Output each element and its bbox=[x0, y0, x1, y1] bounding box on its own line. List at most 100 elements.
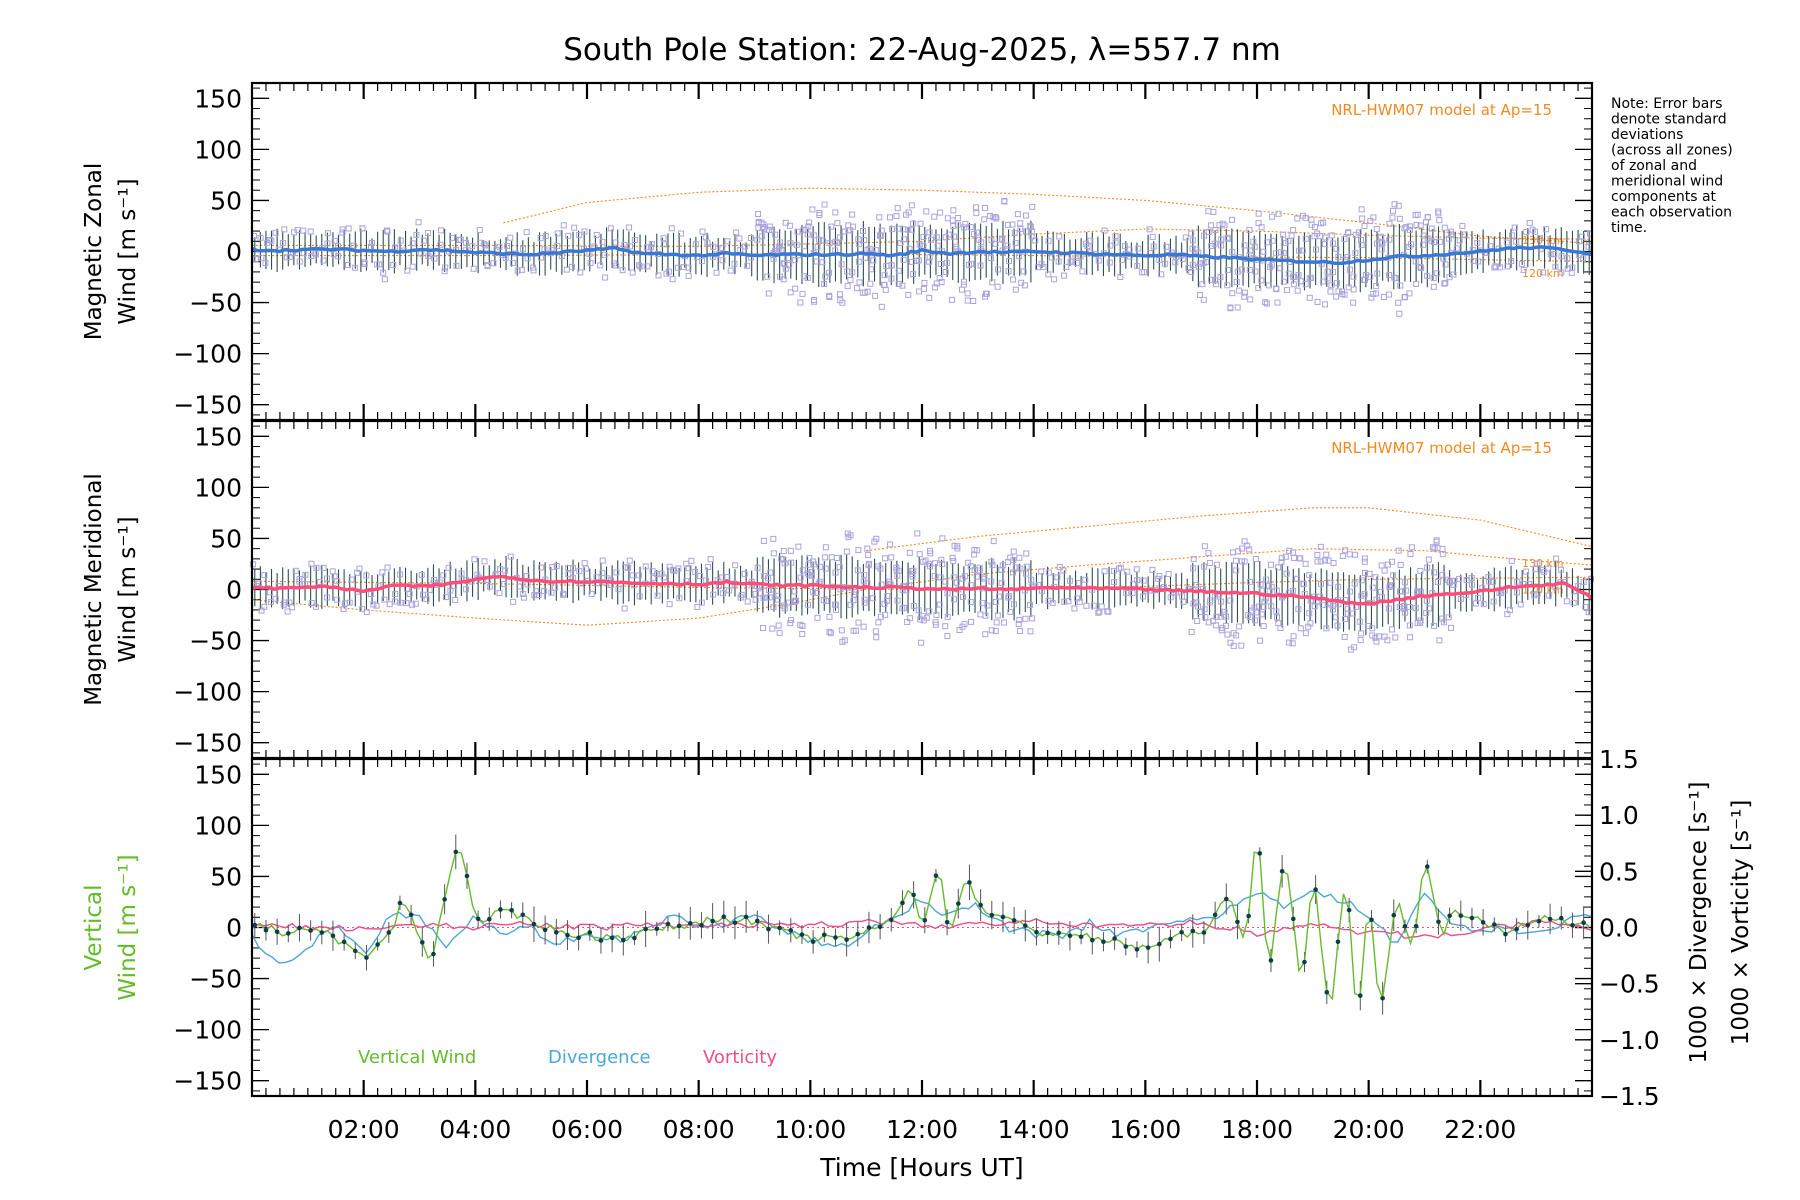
zone-point bbox=[827, 630, 834, 637]
zone-point bbox=[932, 619, 939, 626]
zone-point bbox=[873, 634, 880, 641]
zone-point bbox=[744, 598, 751, 605]
zone-point bbox=[834, 220, 841, 227]
zone-point bbox=[916, 241, 923, 248]
zone-point bbox=[1249, 607, 1256, 614]
zone-point bbox=[826, 294, 833, 301]
zone-point bbox=[1322, 234, 1329, 241]
zone-point bbox=[437, 241, 444, 248]
zone-point bbox=[1200, 260, 1207, 267]
zone-point bbox=[1523, 229, 1530, 236]
model-curve bbox=[251, 576, 1593, 591]
zone-point bbox=[883, 262, 890, 269]
zone-point bbox=[661, 241, 668, 248]
x-tick-label: 02:00 bbox=[328, 1115, 400, 1144]
zone-point bbox=[1407, 551, 1414, 558]
zone-point bbox=[799, 567, 806, 574]
zone-point bbox=[380, 269, 387, 276]
zone-point bbox=[926, 294, 933, 301]
vertical-wind-point bbox=[1391, 912, 1397, 918]
note-line: Note: Error bars bbox=[1611, 96, 1722, 112]
y-tick-label: −50 bbox=[189, 627, 242, 656]
zone-point bbox=[1375, 633, 1382, 640]
zone-point bbox=[1010, 557, 1017, 564]
zone-point bbox=[1300, 580, 1307, 587]
zone-point bbox=[1468, 574, 1475, 581]
zone-point bbox=[1213, 281, 1220, 288]
zone-point bbox=[867, 266, 874, 273]
zone-point bbox=[1221, 608, 1228, 615]
zone-point bbox=[509, 260, 516, 267]
zone-point bbox=[284, 608, 291, 615]
zone-point bbox=[942, 234, 949, 241]
right-tick-label: 1.5 bbox=[1599, 745, 1639, 774]
vertical-wind-point bbox=[587, 930, 593, 935]
zone-point bbox=[1350, 273, 1357, 280]
zone-point bbox=[348, 576, 355, 583]
zone-point bbox=[938, 279, 945, 286]
zone-point bbox=[1306, 572, 1313, 579]
zone-point bbox=[593, 574, 600, 581]
zone-point bbox=[685, 565, 692, 572]
zone-point bbox=[834, 239, 841, 246]
zone-point bbox=[1087, 237, 1094, 244]
zone-point bbox=[1090, 602, 1097, 609]
zone-point bbox=[1054, 574, 1061, 581]
zone-point bbox=[1314, 551, 1321, 558]
zone-point bbox=[976, 567, 983, 574]
vertical-wind-point bbox=[1402, 924, 1408, 929]
zone-point bbox=[1241, 289, 1248, 296]
zone-point bbox=[1553, 555, 1560, 562]
zone-point bbox=[1208, 276, 1215, 283]
zone-point bbox=[688, 557, 695, 564]
zone-point bbox=[1005, 594, 1012, 601]
vertical-wind-point bbox=[1156, 941, 1162, 947]
y-tick-label: −50 bbox=[189, 965, 242, 994]
zone-point bbox=[1327, 579, 1334, 586]
zone-point bbox=[915, 257, 922, 264]
zone-point bbox=[1346, 266, 1353, 273]
zone-point bbox=[861, 571, 868, 578]
zone-point bbox=[888, 275, 895, 282]
vertical-wind-point bbox=[1369, 917, 1374, 923]
zone-point bbox=[1065, 598, 1072, 605]
zone-point bbox=[1329, 240, 1336, 247]
vertical-wind-point bbox=[1581, 920, 1586, 925]
vertical-wind-point bbox=[1313, 887, 1318, 892]
zone-point bbox=[1265, 282, 1272, 289]
zone-point bbox=[370, 601, 377, 608]
vertical-wind-point bbox=[654, 926, 660, 932]
zone-point bbox=[832, 238, 839, 245]
zone-point bbox=[881, 272, 888, 279]
zone-point bbox=[1299, 247, 1306, 254]
y-tick-label: 100 bbox=[194, 811, 242, 840]
zone-point bbox=[1205, 208, 1212, 215]
zone-point bbox=[1430, 283, 1437, 290]
zone-point bbox=[602, 274, 609, 281]
model-curve bbox=[866, 507, 1593, 552]
zone-point bbox=[1029, 203, 1036, 210]
zone-point bbox=[1189, 245, 1196, 252]
zone-point bbox=[1426, 605, 1433, 612]
zone-point bbox=[1118, 256, 1125, 263]
zone-point bbox=[1344, 605, 1351, 612]
zone-point bbox=[855, 258, 862, 265]
zone-point bbox=[1357, 637, 1364, 644]
zone-point bbox=[1450, 271, 1457, 278]
zone-point bbox=[1306, 275, 1313, 282]
zone-point bbox=[954, 543, 961, 550]
zone-point bbox=[809, 206, 816, 213]
zone-point bbox=[760, 594, 767, 601]
zone-point bbox=[806, 219, 813, 226]
zone-point bbox=[1448, 624, 1455, 631]
zone-point bbox=[878, 303, 885, 310]
zone-point bbox=[882, 611, 889, 618]
zone-point bbox=[813, 258, 820, 265]
zone-point bbox=[819, 259, 826, 266]
zone-point bbox=[1139, 593, 1146, 600]
zone-point bbox=[568, 263, 575, 270]
zone-point bbox=[973, 210, 980, 217]
zone-point bbox=[1149, 233, 1156, 240]
zone-point bbox=[1537, 235, 1544, 242]
zone-point bbox=[456, 236, 463, 243]
